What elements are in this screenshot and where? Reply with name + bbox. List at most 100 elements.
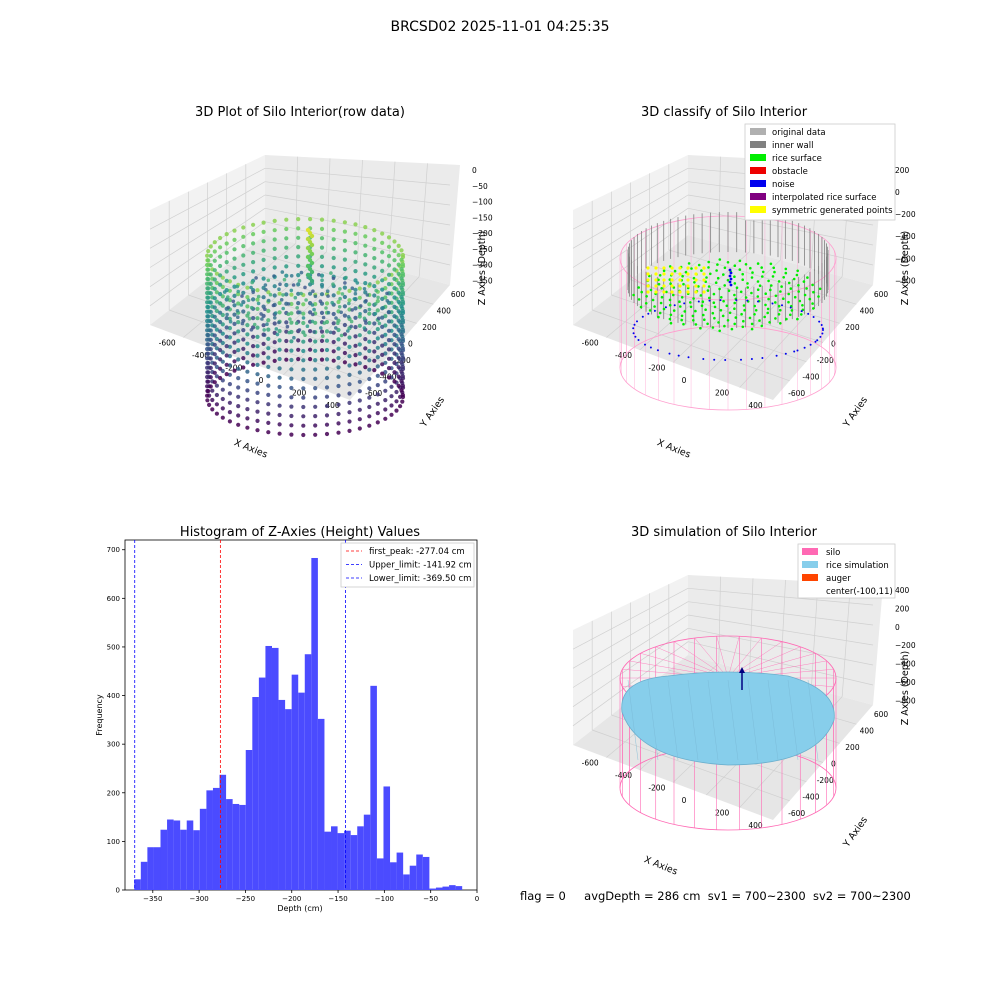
p4-ytick: -400	[802, 792, 819, 801]
classify-legend-label: rice surface	[772, 154, 822, 164]
classify-symmetric-point	[686, 266, 690, 270]
classify-rice-point	[669, 321, 673, 325]
classify-legend-swatch	[750, 141, 766, 148]
raw-point	[236, 292, 241, 297]
classify-rice-point	[723, 266, 727, 270]
classify-noise-point	[796, 349, 799, 352]
raw-point	[263, 283, 268, 287]
classify-rice-point	[811, 302, 814, 305]
raw-point	[206, 379, 211, 384]
raw-point	[318, 299, 323, 304]
raw-point	[212, 370, 217, 375]
classify-rice-point	[716, 263, 719, 266]
raw-point	[399, 369, 404, 374]
raw-point	[224, 269, 229, 274]
raw-point	[205, 318, 210, 324]
raw-point	[324, 375, 330, 381]
raw-point	[241, 356, 246, 361]
raw-point	[363, 262, 368, 267]
classify-symmetric-point	[678, 278, 682, 282]
raw-point	[380, 352, 385, 357]
classify-noise-point	[812, 316, 815, 318]
classify-rice-point	[773, 270, 776, 274]
raw-point	[272, 246, 277, 251]
raw-point	[224, 362, 229, 367]
raw-point	[399, 304, 404, 309]
classify-rice-point	[730, 327, 734, 331]
raw-point	[266, 355, 271, 360]
classify-rice-point	[662, 307, 666, 311]
sim-legend-label: rice simulation	[826, 561, 889, 571]
raw-point	[236, 315, 240, 320]
raw-point	[261, 257, 266, 262]
raw-point	[299, 270, 304, 275]
raw-point	[261, 248, 266, 253]
histogram-bar	[153, 847, 161, 890]
classify-rice-point	[658, 274, 662, 277]
raw-point	[357, 323, 362, 328]
raw-point	[375, 327, 380, 332]
panel-classify-legend: original data inner wall rice surface obsta…	[744, 123, 896, 221]
raw-point	[295, 306, 300, 310]
histogram-bar	[212, 787, 220, 890]
raw-point	[214, 280, 219, 286]
raw-point	[214, 355, 219, 360]
raw-point	[305, 324, 310, 329]
classify-noise-point	[757, 300, 759, 303]
raw-point	[324, 338, 330, 343]
raw-point	[367, 395, 372, 400]
raw-point	[363, 243, 368, 248]
raw-point	[296, 235, 301, 240]
sim-rice-mesh	[787, 679, 799, 761]
classify-noise-point	[644, 343, 646, 346]
raw-point	[296, 347, 301, 352]
raw-point	[227, 419, 232, 424]
raw-point	[376, 316, 381, 321]
raw-point	[256, 301, 261, 306]
classify-noise-point	[729, 271, 733, 275]
raw-point	[266, 278, 271, 283]
raw-point	[208, 319, 213, 324]
classify-noise-point	[761, 357, 764, 359]
classify-rice-point	[740, 312, 743, 316]
raw-point	[319, 254, 325, 259]
raw-point	[399, 295, 404, 300]
raw-point	[400, 280, 405, 286]
classify-noise-point	[789, 306, 792, 309]
raw-point	[289, 320, 294, 325]
raw-point	[232, 237, 237, 242]
raw-point	[212, 352, 217, 357]
p4-ztick: −800	[895, 696, 916, 705]
raw-point	[400, 355, 405, 360]
raw-point	[400, 318, 405, 323]
raw-point	[277, 394, 282, 399]
raw-point	[353, 306, 358, 311]
classify-rice-point	[704, 308, 707, 312]
p4-ztick: 400	[895, 586, 910, 595]
p4-xtick: 200	[715, 808, 730, 817]
classify-rice-point	[782, 297, 785, 301]
raw-point	[301, 311, 306, 316]
raw-point	[212, 305, 217, 310]
classify-symmetric-point	[646, 272, 650, 276]
raw-point	[281, 306, 286, 311]
raw-point	[342, 332, 347, 337]
classify-rice-point	[658, 311, 662, 315]
classify-rice-point	[817, 295, 820, 298]
histogram-bar	[160, 829, 168, 890]
raw-point	[386, 263, 392, 268]
classify-rice-point	[766, 311, 769, 315]
raw-point	[241, 328, 246, 333]
raw-point	[218, 282, 223, 287]
raw-point	[313, 358, 318, 363]
raw-point	[322, 321, 327, 325]
classify-symmetric-point	[646, 266, 650, 270]
raw-point	[301, 302, 306, 307]
classify-rice-point	[742, 319, 745, 323]
sim-silo-spoke	[727, 636, 740, 679]
raw-point	[380, 250, 385, 255]
p2-ytick: -200	[817, 356, 834, 365]
classify-rice-point	[705, 276, 708, 279]
classify-rice-point	[682, 282, 685, 286]
histogram-bar	[278, 699, 286, 890]
